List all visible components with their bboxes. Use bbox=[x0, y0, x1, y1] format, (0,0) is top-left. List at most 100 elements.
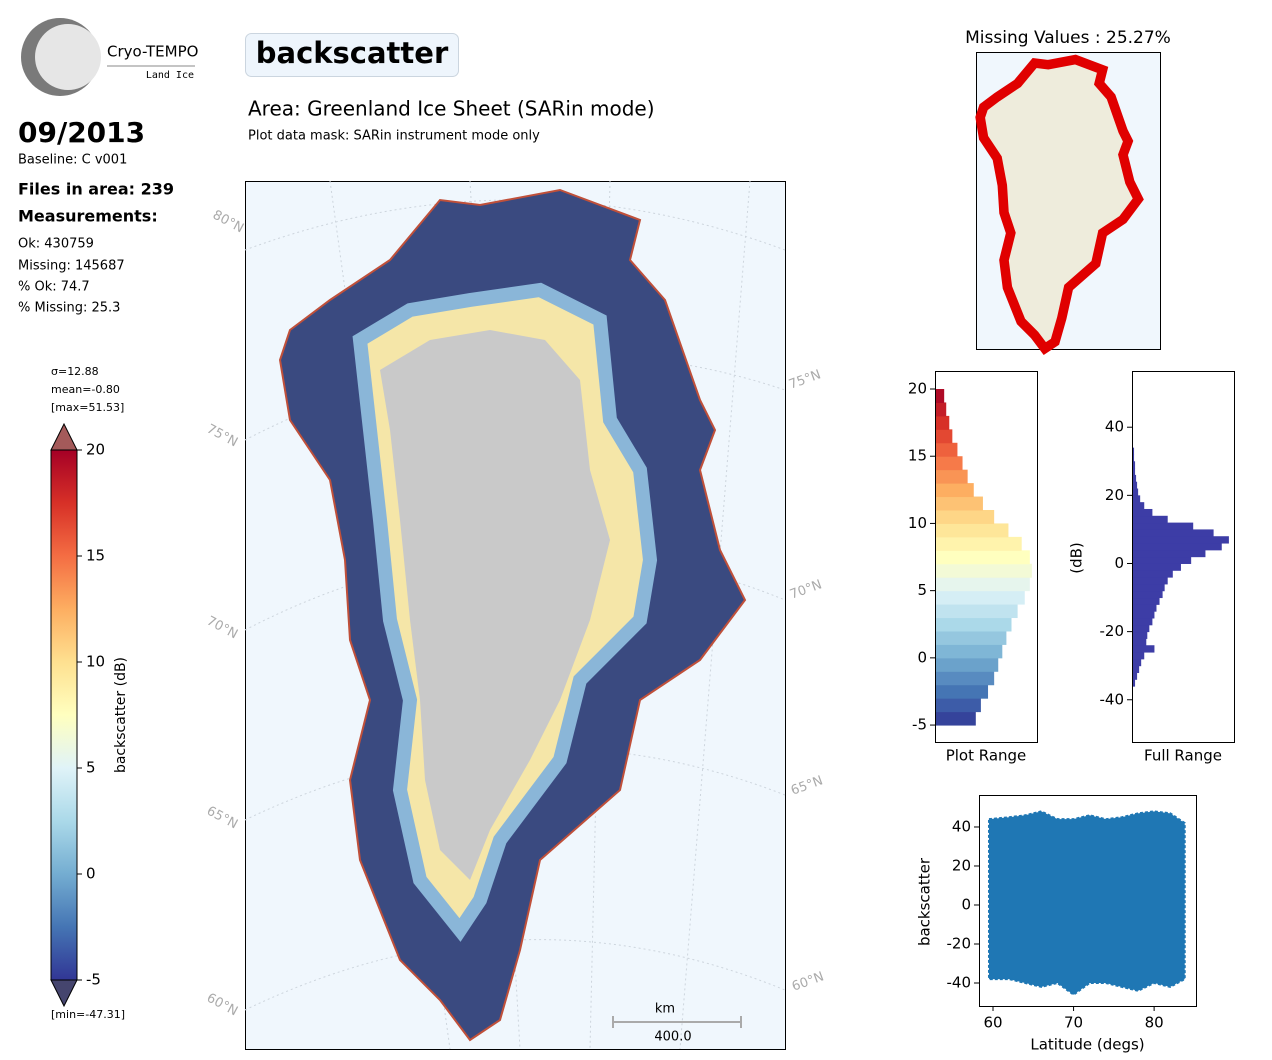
y-tick-label: 40 bbox=[952, 817, 971, 835]
lat-label: 60°N bbox=[204, 991, 240, 1020]
lat-label: 70°N bbox=[204, 614, 240, 643]
lat-label: 70°N bbox=[788, 577, 824, 602]
histogram-bar bbox=[1132, 583, 1165, 592]
x-tick-label: 60 bbox=[983, 1014, 1002, 1032]
histogram-bar bbox=[935, 644, 1003, 659]
histogram-bar bbox=[1132, 631, 1148, 639]
histogram-bar bbox=[935, 590, 1025, 605]
logo-globe bbox=[35, 24, 101, 90]
y-tick-label: -20 bbox=[947, 934, 972, 952]
y-tick-label: -40 bbox=[1100, 690, 1125, 708]
histogram-bar bbox=[1132, 672, 1138, 680]
histogram-bar bbox=[1132, 522, 1194, 530]
histogram-bar bbox=[935, 402, 947, 417]
histogram-bar bbox=[1132, 529, 1214, 537]
histogram-bar bbox=[1132, 543, 1222, 551]
y-tick-label: 10 bbox=[908, 514, 927, 532]
histogram-bar bbox=[1132, 481, 1138, 490]
histogram-bar bbox=[1132, 611, 1155, 619]
histogram-bar bbox=[935, 657, 999, 672]
x-axis-label: Plot Range bbox=[946, 747, 1027, 765]
x-tick-label: 70 bbox=[1064, 1014, 1083, 1032]
y-tick-label: 40 bbox=[1105, 418, 1124, 436]
histogram-bar bbox=[1132, 536, 1229, 544]
histogram-bar bbox=[935, 684, 989, 699]
histogram-bar bbox=[935, 698, 981, 713]
histogram-bar bbox=[935, 483, 974, 498]
histogram-bar bbox=[935, 711, 976, 726]
histogram-bar bbox=[935, 523, 1009, 538]
histogram-bar bbox=[1132, 590, 1163, 599]
area: Area: Greenland Ice Sheet (SARin mode) bbox=[248, 97, 655, 121]
mini-greenland bbox=[975, 54, 1144, 356]
y-tick-label: -5 bbox=[86, 971, 101, 989]
histogram-bar bbox=[935, 456, 963, 471]
pct-missing: % Missing: 25.3 bbox=[18, 301, 120, 316]
y-tick-label: -20 bbox=[1100, 622, 1125, 640]
y-tick-label: 5 bbox=[917, 581, 927, 599]
histogram-bar bbox=[1132, 665, 1140, 674]
histogram-bar bbox=[1132, 502, 1145, 510]
histogram-bar bbox=[935, 577, 1030, 592]
logo-product: Land Ice bbox=[146, 70, 194, 81]
lat-label: 80°N bbox=[210, 208, 246, 237]
histogram-bar bbox=[935, 630, 1007, 645]
colorbar-stat: mean=-0.80 bbox=[51, 383, 120, 396]
baseline: Baseline: C v001 bbox=[18, 153, 127, 168]
histogram-bar bbox=[1132, 508, 1153, 517]
pct-ok: % Ok: 74.7 bbox=[18, 280, 90, 295]
y-tick-label: 0 bbox=[1114, 554, 1124, 572]
histogram-bar bbox=[1132, 570, 1173, 578]
histogram-bar bbox=[1132, 474, 1137, 483]
missing: Missing: 145687 bbox=[18, 259, 125, 274]
y-tick-label: 20 bbox=[1105, 486, 1124, 504]
y-tick-label: 0 bbox=[961, 895, 971, 913]
y-tick-label: 15 bbox=[908, 447, 927, 465]
histogram-bar bbox=[1132, 454, 1135, 462]
parameter-box bbox=[245, 33, 459, 77]
histogram-bar bbox=[935, 563, 1032, 578]
histogram-bar bbox=[935, 671, 995, 686]
axes-frame bbox=[1132, 371, 1235, 743]
histogram-bar bbox=[1132, 549, 1206, 558]
colorbar-min: [min=-47.31] bbox=[51, 1008, 125, 1021]
histogram-bar bbox=[935, 604, 1018, 619]
x-tick-label: 80 bbox=[1145, 1014, 1164, 1032]
colorbar-stat: [max=51.53] bbox=[51, 401, 124, 414]
y-tick-label: 15 bbox=[86, 547, 105, 565]
histogram-bar bbox=[935, 415, 950, 430]
histogram-bar bbox=[1132, 679, 1136, 687]
date: 09/2013 bbox=[18, 116, 145, 149]
extend-max bbox=[50, 422, 78, 451]
histogram-bar bbox=[1132, 515, 1168, 524]
histogram-bar bbox=[1132, 652, 1145, 660]
histogram-bar bbox=[1132, 563, 1181, 571]
ice-sheet bbox=[380, 330, 610, 880]
histogram-bar bbox=[1132, 604, 1157, 612]
histogram-bar bbox=[935, 469, 968, 484]
parameter: backscatter bbox=[256, 36, 449, 70]
histogram-bar bbox=[935, 536, 1022, 551]
y-tick-label: 5 bbox=[86, 759, 96, 777]
y-axis-label: backscatter bbox=[916, 857, 934, 946]
histogram-bar bbox=[935, 496, 983, 511]
histogram-bar bbox=[935, 442, 958, 457]
histogram-bar bbox=[935, 389, 945, 403]
y-tick-label: -40 bbox=[947, 973, 972, 991]
scatter-cloud bbox=[987, 810, 1186, 996]
lat-label: 75°N bbox=[787, 367, 823, 392]
scale-unit: km bbox=[655, 1002, 675, 1017]
histogram-bar bbox=[1132, 638, 1147, 646]
colorbar-label: backscatter (dB) bbox=[113, 657, 129, 773]
histogram-bar bbox=[1132, 447, 1135, 455]
lat-label: 75°N bbox=[204, 422, 240, 451]
scale-length: 400.0 bbox=[654, 1030, 691, 1045]
y-tick-label: 20 bbox=[908, 380, 927, 398]
x-axis-label: Latitude (degs) bbox=[1030, 1036, 1144, 1054]
histogram-bar bbox=[1132, 468, 1136, 476]
histogram-bar bbox=[1132, 617, 1153, 626]
histogram-bar bbox=[1132, 461, 1136, 469]
extend-min bbox=[50, 979, 78, 1008]
logo-name: Cryo-TEMPO bbox=[107, 43, 198, 61]
